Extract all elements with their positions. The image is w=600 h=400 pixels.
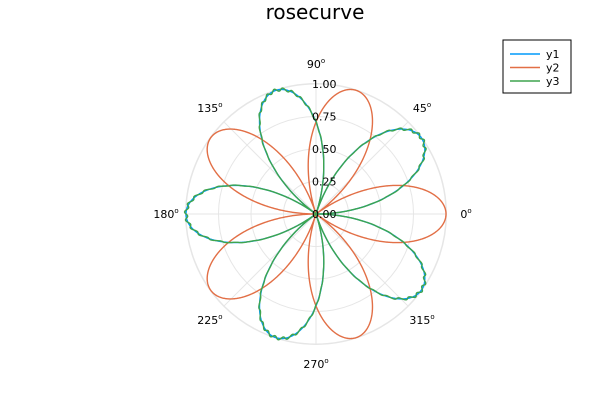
r-tick-label: 0.75	[312, 111, 337, 124]
series-line-y3	[183, 87, 427, 341]
r-tick-label: 0.00	[312, 208, 337, 221]
grid-spoke	[223, 121, 317, 215]
angle-tick-label: 270o	[303, 357, 328, 371]
angle-tick-label: 90o	[307, 57, 325, 71]
legend-label-y3: y3	[546, 75, 560, 88]
angle-tick-label: 45o	[413, 101, 431, 115]
grid-spoke	[223, 213, 317, 307]
grid-spoke	[315, 213, 409, 307]
angle-tick-label: 315o	[409, 313, 434, 327]
legend-label-y1: y1	[546, 48, 560, 61]
series-group	[183, 87, 447, 341]
angle-tick-label: 135o	[197, 101, 222, 115]
r-tick-label: 0.25	[312, 176, 337, 189]
r-tick-label: 1.00	[312, 78, 337, 91]
angle-tick-label: 225o	[197, 313, 222, 327]
grid-spoke	[315, 121, 409, 215]
chart-title: rosecurve	[266, 0, 365, 24]
r-tick-label: 0.50	[312, 143, 337, 156]
legend-label-y2: y2	[546, 62, 560, 75]
legend-frame	[502, 39, 572, 94]
angle-tick-label: 0o	[460, 207, 471, 221]
angle-tick-label: 180o	[153, 207, 178, 221]
tick-labels: 0.00 0.25 0.50 0.75 1.00 0o 45o 90o 135o 180o 225o…	[153, 57, 471, 371]
